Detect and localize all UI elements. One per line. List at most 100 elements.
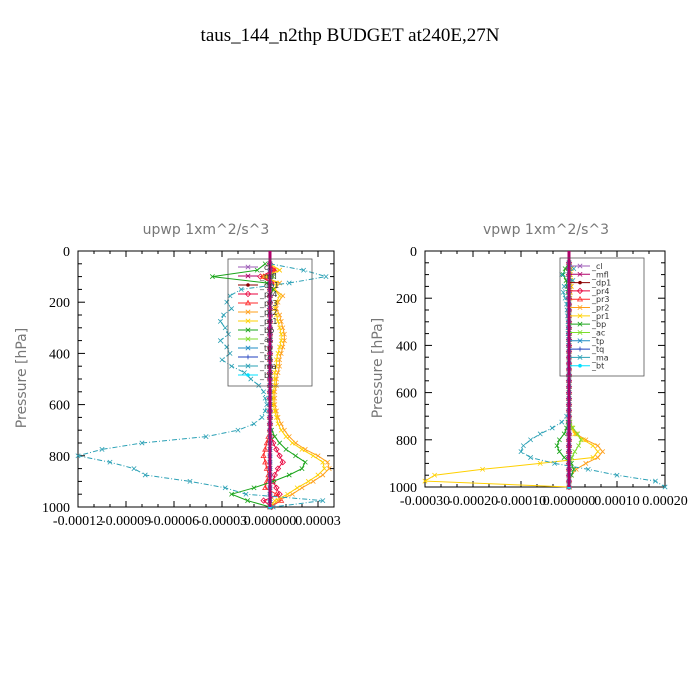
- data-point: [229, 363, 235, 369]
- data-point: [238, 286, 244, 292]
- x-tick-label: 0.00003: [295, 514, 341, 529]
- legend-entry: _pr3: [570, 295, 609, 304]
- y-tick-label: 1000: [42, 501, 70, 516]
- data-point: [264, 402, 270, 408]
- y-tick-label: 1000: [389, 481, 417, 496]
- data-point: [537, 460, 543, 466]
- data-point: [221, 312, 227, 318]
- data-point: [275, 421, 281, 427]
- legend-label: _pr3: [259, 299, 277, 308]
- legend-entry: _pr3: [238, 299, 277, 308]
- legend-entry: _pr2: [238, 308, 277, 317]
- data-point: [99, 446, 105, 452]
- upwp-series: [75, 251, 332, 511]
- legend-label: _tq: [591, 345, 604, 354]
- data-point: [315, 472, 321, 478]
- y-tick-label: 200: [49, 296, 70, 311]
- legend-label: _tp: [259, 344, 272, 353]
- data-point: [270, 504, 276, 510]
- legend-label: _pr4: [259, 290, 277, 299]
- data-point: [276, 452, 283, 459]
- data-point: [251, 485, 257, 491]
- data-point: [257, 273, 264, 280]
- x-tick-label: 0.000000: [543, 494, 596, 509]
- data-point: [222, 485, 228, 491]
- data-point: [286, 472, 292, 478]
- data-point: [217, 318, 223, 324]
- data-point: [315, 453, 321, 459]
- legend-entry: _tp: [238, 344, 272, 353]
- data-point: [262, 446, 269, 452]
- data-point: [259, 414, 265, 420]
- data-point: [294, 485, 300, 491]
- data-point: [559, 419, 565, 425]
- series-pr1: [264, 261, 327, 510]
- legend-marker: [576, 295, 584, 302]
- data-point: [142, 472, 148, 478]
- legend-label: _tq: [259, 353, 272, 362]
- data-point: [222, 325, 228, 331]
- data-point: [325, 459, 331, 465]
- data-point: [260, 452, 267, 458]
- legend-entry: _pr1: [238, 317, 277, 326]
- data-point: [571, 266, 577, 272]
- legend-label: _dp1: [259, 281, 279, 290]
- data-point: [275, 318, 281, 324]
- x-tick-label: 0.00020: [642, 494, 688, 509]
- x-tick-label: -0.00009: [101, 514, 151, 529]
- series-line: [77, 263, 327, 508]
- data-point: [107, 459, 113, 465]
- data-point: [480, 466, 486, 472]
- data-point: [662, 484, 668, 490]
- data-point: [590, 455, 596, 460]
- data-point: [310, 453, 316, 459]
- data-point: [556, 449, 562, 455]
- legend-marker: [577, 354, 583, 360]
- legend-label: _cl: [259, 263, 271, 272]
- y-tick-label: 400: [396, 339, 417, 354]
- data-point: [273, 299, 279, 305]
- data-point: [262, 408, 268, 414]
- data-point: [260, 497, 267, 504]
- data-point: [272, 498, 278, 504]
- data-point: [571, 466, 577, 472]
- y-tick-label: 0: [63, 245, 70, 260]
- data-point: [273, 357, 279, 363]
- data-point: [187, 478, 193, 484]
- legend-label: _ac: [259, 335, 273, 344]
- data-point: [243, 491, 249, 497]
- data-point: [262, 458, 269, 465]
- data-point: [227, 293, 233, 299]
- x-tick-label: -0.00012: [53, 514, 103, 529]
- legend-entry: _pr4: [238, 290, 277, 299]
- legend-entry: _pr2: [570, 304, 609, 313]
- legend-marker: [246, 283, 250, 287]
- legend-marker: [577, 321, 583, 327]
- data-point: [575, 431, 581, 437]
- data-point: [277, 267, 283, 273]
- upwp-plot-title: upwp 1xm^2/s^3: [143, 222, 270, 238]
- upwp-panel: upwp 1xm^2/s^3 Pressure [hPa] -0.00012-0…: [14, 222, 341, 529]
- legend-marker: [245, 318, 251, 324]
- legend-label: _pr3: [591, 295, 609, 304]
- legend-label: _bp: [259, 326, 274, 335]
- series-ma: [75, 261, 329, 510]
- data-point: [131, 466, 137, 472]
- legend-marker: [578, 280, 582, 285]
- data-point: [552, 460, 558, 466]
- data-point: [273, 490, 280, 497]
- data-point: [285, 491, 291, 497]
- data-point: [565, 483, 573, 491]
- legend-entry: _cl: [238, 263, 271, 272]
- legend-marker: [577, 305, 583, 311]
- data-point: [273, 312, 279, 318]
- legend-label: _tp: [591, 337, 604, 346]
- legend-marker: [577, 313, 583, 319]
- legend-entry: _ma: [238, 362, 277, 371]
- legend-label: _mfl: [591, 270, 609, 279]
- data-point: [277, 344, 283, 350]
- data-point: [432, 472, 438, 478]
- vpwp-y-axis-label: Pressure [hPa]: [370, 318, 386, 418]
- data-point: [562, 266, 568, 272]
- data-point: [320, 498, 326, 504]
